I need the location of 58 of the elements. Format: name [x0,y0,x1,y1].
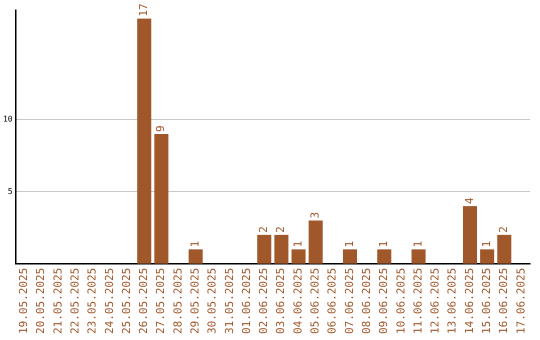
x-tick-label: 31.05.2025 [222,268,236,334]
bar [480,249,494,264]
data-label: 2 [497,226,510,233]
x-tick-label: 28.05.2025 [171,268,184,334]
x-tick-label: 21.05.2025 [51,268,64,334]
x-tick-label: 08.06.2025 [360,268,373,334]
x-tick-label: 12.06.2025 [428,268,442,334]
x-tick-label: 27.05.2025 [154,268,168,334]
x-tick-label: 05.06.2025 [308,268,322,334]
bar [308,220,323,264]
x-tick-label: 20.05.2025 [34,268,48,334]
data-label: 9 [154,125,168,132]
bar [292,249,306,264]
data-label: 4 [462,197,476,204]
bar [274,234,288,264]
x-tick-label: 06.06.2025 [326,268,339,334]
x-tick-label: 25.05.2025 [120,268,133,334]
x-tick-label: 07.06.2025 [342,268,356,334]
x-tick-label: 17.06.2025 [514,268,528,334]
x-tick-label: 02.06.2025 [257,268,270,334]
y-tick-label: 10 [2,114,13,124]
x-tick-label: 13.06.2025 [446,268,459,334]
x-tick-label: 04.06.2025 [291,268,304,334]
bar [154,134,168,264]
bar [497,234,512,264]
x-tick-label: 09.06.2025 [377,268,390,334]
data-label: 1 [342,240,356,248]
bar [412,249,426,264]
x-tick-label: 30.05.2025 [206,268,219,334]
data-label: 17 [137,3,150,17]
data-label: 1 [291,240,304,248]
bar [377,249,392,264]
bar [462,206,478,264]
x-tick-label: 15.06.2025 [480,268,493,334]
data-label: 1 [377,240,390,248]
x-tick-label: 24.05.2025 [102,268,116,334]
data-label: 2 [274,226,288,233]
x-tick-label: 10.06.2025 [394,268,408,334]
data-label: 1 [480,240,493,248]
x-tick-label: 11.06.2025 [411,268,424,334]
x-tick-label: 14.06.2025 [462,268,476,334]
x-tick-label: 22.05.2025 [68,268,82,334]
data-label: 2 [257,226,270,233]
data-label: 3 [308,212,322,219]
x-tick-label: 01.06.2025 [240,268,253,334]
x-tick-label: 26.05.2025 [137,268,150,334]
bar [257,234,272,264]
x-tick-label: 16.06.2025 [497,268,510,334]
data-label: 1 [411,240,424,248]
y-tick-label: 5 [8,186,13,196]
bar [342,249,357,264]
bar [188,249,203,264]
x-tick-label: 19.05.2025 [17,268,30,334]
x-tick-label: 29.05.2025 [188,268,202,334]
data-label: 1 [188,240,202,248]
x-tick-label: 03.06.2025 [274,268,288,334]
bar [137,18,152,264]
x-tick-label: 23.05.2025 [86,268,99,334]
